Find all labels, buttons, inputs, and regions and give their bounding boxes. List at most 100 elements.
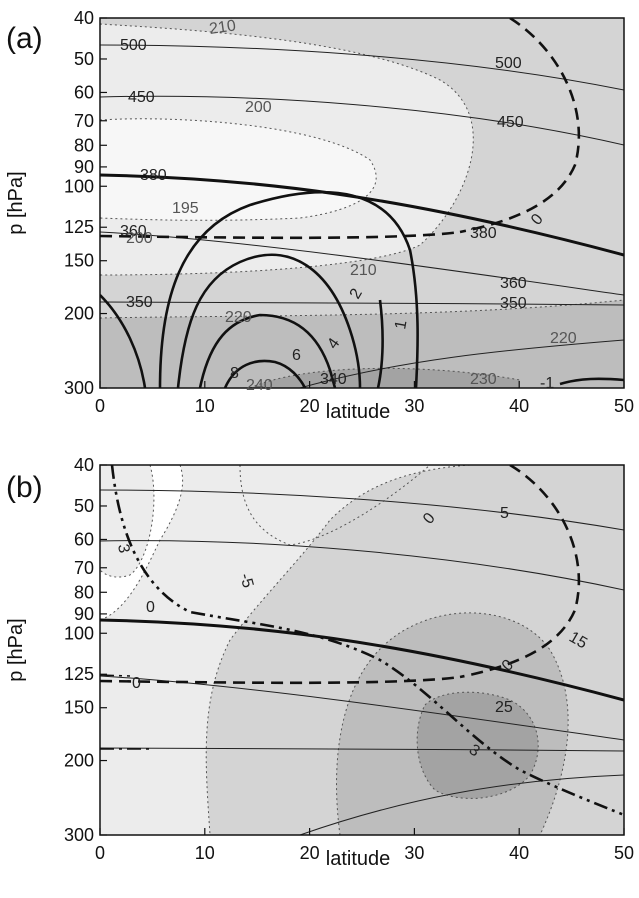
panel-a-x-tick-label-4: 40 [509,396,529,416]
panel-a-x-tick-label-5: 50 [614,396,634,416]
label-theta-350-right: 350 [500,295,527,312]
panel-b-dashdot-left [100,674,131,677]
label-temp-210-top: 210 [208,17,237,38]
panel-a-y-tick-label-2: 60 [74,82,94,102]
contour-1-right [376,299,384,388]
panel-a-frame [99,17,625,389]
contour-b-15 [336,612,569,835]
zero-dashed-horizontal [100,230,461,240]
panel-b-x-tick-label-2: 20 [300,843,320,863]
label-theta-500-left: 500 [120,37,147,54]
label-temp-230: 230 [470,371,497,388]
panel-a-shade-lower [100,300,624,388]
panel-a-y-tick-label-0: 40 [74,8,94,28]
panel-b-shade-leftcap [100,465,154,578]
panel-b-x-axis-label: latitude [326,848,391,870]
contour-b-25 [416,691,539,799]
label-temp-220-right: 220 [550,330,577,347]
label-temp-220-left: 220 [225,309,252,326]
label-contour-8: 8 [230,365,239,382]
panel-b-theta-lines [100,489,624,835]
panel-a-x-tick-label-1: 10 [195,396,215,416]
theta-b-1 [100,489,624,531]
label-contour-6: 6 [292,347,301,364]
label-temp-200-upper: 200 [245,99,272,116]
label-theta-500-right: 500 [495,55,522,72]
panel-a-isotherms [100,23,624,388]
label-contour-1: 1 [392,319,410,331]
panel-b-plot-area [100,465,624,835]
panel-a-contour-labels: 500 500 450 450 380 380 360 360 350 350 … [120,17,577,394]
contour-2 [158,190,419,388]
panel-a: (a) [5,8,634,423]
panel-b-zero-dashed [100,465,581,685]
theta-b-4 [100,747,624,752]
label-theta-450-right: 450 [497,114,524,131]
label-b-dashed-0-left: 0 [132,675,141,692]
panel-b-y-tick-label-2: 60 [74,529,94,549]
label-temp-195: 195 [172,200,199,217]
theta-340 [299,339,624,388]
panel-b: (b) [5,455,634,870]
label-b-dashdot-0: 0 [146,599,155,616]
contour-b-5 [205,465,471,835]
panel-b-label: (b) [6,471,43,504]
label-b-dashdot-3-left: 3 [114,543,132,555]
panel-b-y-tick-label-4: 80 [74,582,94,602]
panel-a-y-tick-label-4: 80 [74,135,94,155]
theta-b-5 [299,774,624,835]
contour-8 [223,359,307,388]
panel-b-x-tick-label-4: 40 [509,843,529,863]
label-theta-380-left: 380 [140,167,167,184]
panel-b-y-tick-label-3: 70 [74,558,94,578]
theta-450 [100,95,624,146]
panel-a-y-tick-label-5: 90 [74,157,94,177]
panel-a-x-axis-label: latitude [326,401,391,423]
label-temp-210-lower: 210 [350,262,377,279]
panel-a-y-tick-label-10: 300 [64,378,94,398]
panel-b-x-tick-label-0: 0 [95,843,105,863]
panel-b-y-tick-label-1: 50 [74,496,94,516]
panel-a-solid-contours [100,190,624,388]
panel-b-x-tick-label-5: 50 [614,843,634,863]
contour-minus1 [559,377,624,386]
theta-500 [100,44,624,91]
panel-a-y-tick-label-1: 50 [74,49,94,69]
label-b-25: 25 [495,699,513,716]
isotherm-200 [100,118,377,221]
contour-6 [198,313,337,388]
panel-b-tropopause-thick [100,618,624,702]
theta-b-2 [100,540,624,591]
panel-b-y-tick-label-0: 40 [74,455,94,475]
panel-a-x-tick-label-3: 30 [404,396,424,416]
label-theta-350-left: 350 [126,294,153,311]
panel-a-label: (a) [6,22,43,55]
label-b-5: 5 [500,505,509,522]
label-theta-450-left: 450 [128,89,155,106]
panel-a-shade-core [100,118,377,221]
panel-b-shade-light [100,465,470,835]
zero-dashed-b-vertical [459,465,581,679]
label-b-15: 15 [566,629,590,653]
panel-b-y-tick-label-6: 100 [64,623,94,643]
panel-b-x-tick-label-1: 10 [195,843,215,863]
label-theta-360-left: 360 [120,223,147,240]
contour-b-minus5-left [100,465,155,578]
panel-b-shade-darkest [417,692,539,799]
panel-a-y-tick-label-6: 100 [64,176,94,196]
panel-a-y-tick-label-9: 200 [64,304,94,324]
label-theta-380-right: 380 [470,225,497,242]
label-temp-240: 240 [246,377,273,394]
contour-b-0 [100,465,184,621]
panel-b-y-tick-label-10: 300 [64,825,94,845]
zero-dashed-vertical [459,18,581,234]
label-contour-minus1: -1 [540,375,554,392]
panel-a-y-tick-label-7: 125 [64,217,94,237]
panel-b-y-tick-label-7: 125 [64,664,94,684]
panel-a-plot-area [100,18,624,388]
panel-b-y-tick-label-9: 200 [64,751,94,771]
theta-350 [100,301,624,306]
label-temp-200-lower: 200 [126,230,153,247]
